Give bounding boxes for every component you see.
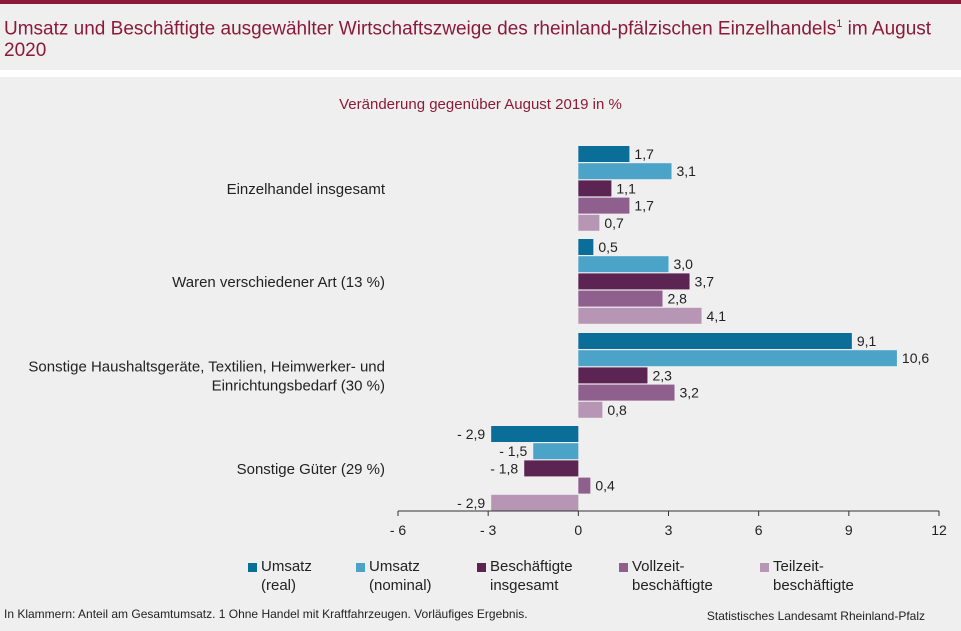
data-label: 2,8	[667, 291, 687, 307]
legend-label: Umsatz (real)	[261, 558, 312, 594]
data-label: 4,1	[707, 308, 727, 324]
bar	[578, 146, 630, 162]
data-label: 3,2	[680, 385, 700, 401]
legend-swatch	[477, 563, 486, 572]
legend-swatch	[619, 563, 628, 572]
legend-swatch	[248, 563, 257, 572]
bar	[578, 180, 612, 197]
x-tick-label: - 3	[480, 522, 497, 538]
chart-title: Umsatz und Beschäftigte ausgewählter Wir…	[4, 18, 932, 62]
x-tick-label: 3	[665, 522, 673, 538]
bar	[491, 426, 579, 442]
bar	[578, 273, 690, 290]
category-label: Sonstige Haushaltsgeräte, Textilien, Hei…	[28, 359, 385, 376]
legend-label: Umsatz (nominal)	[369, 558, 432, 594]
source-note: Statistisches Landesamt Rheinland-Pfalz	[706, 609, 925, 623]
data-label: - 2,9	[457, 426, 485, 442]
data-label: 3,1	[677, 163, 697, 179]
bar	[533, 443, 579, 460]
data-label: 0,4	[595, 478, 615, 494]
category-label: Einzelhandel insgesamt	[227, 181, 386, 198]
data-label: 1,1	[616, 180, 636, 196]
footnote: In Klammern: Anteil am Gesamtumsatz. 1 O…	[4, 607, 528, 621]
x-tick-label: - 6	[390, 522, 407, 538]
bar	[578, 350, 897, 367]
bar	[578, 384, 675, 401]
data-label: - 2,9	[457, 495, 485, 511]
data-label: 1,7	[634, 146, 654, 162]
x-tick-label: 9	[845, 522, 853, 538]
category-label: Sonstige Güter (29 %)	[237, 461, 385, 478]
data-label: 0,7	[604, 215, 624, 231]
x-tick-label: 6	[755, 522, 763, 538]
bar	[578, 290, 663, 307]
legend-swatch	[760, 563, 769, 572]
bar	[578, 401, 603, 418]
data-label: 2,3	[652, 367, 672, 383]
bar	[578, 197, 630, 214]
bar	[491, 494, 579, 511]
bar	[578, 333, 852, 349]
bar	[578, 256, 669, 273]
legend-label: Beschäftigte insgesamt	[490, 558, 573, 594]
data-label: 1,7	[634, 198, 654, 214]
bar	[578, 477, 591, 494]
top-rule	[0, 0, 961, 4]
category-label: Einrichtungsbedarf (30 %)	[212, 378, 385, 395]
data-label: - 1,8	[490, 460, 518, 476]
title-separator	[0, 70, 961, 77]
data-label: - 1,5	[499, 443, 527, 459]
chart-subtitle: Veränderung gegenüber August 2019 in %	[339, 96, 622, 113]
bar	[578, 367, 648, 384]
bar	[578, 214, 600, 231]
data-label: 10,6	[902, 350, 929, 366]
legend-label: Vollzeit-beschäftigte	[632, 558, 713, 594]
data-label: 0,5	[598, 239, 618, 255]
data-label: 3,7	[695, 273, 715, 289]
x-tick-label: 0	[574, 522, 582, 538]
bar	[578, 163, 672, 180]
data-label: 9,1	[857, 333, 877, 349]
bar	[578, 307, 702, 324]
bar	[578, 239, 594, 255]
x-tick-label: 12	[931, 522, 947, 538]
data-label: 3,0	[674, 256, 694, 272]
bar	[524, 460, 579, 477]
legend-label: Teilzeit-beschäftigte	[773, 558, 854, 594]
legend-swatch	[356, 563, 365, 572]
category-label: Waren verschiedener Art (13 %)	[172, 274, 385, 291]
data-label: 0,8	[607, 402, 627, 418]
